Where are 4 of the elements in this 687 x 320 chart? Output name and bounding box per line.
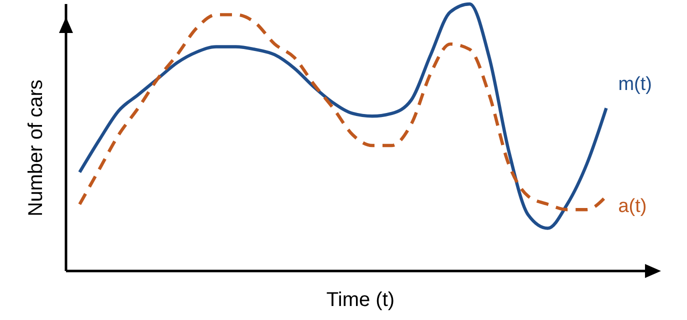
y-axis-title: Number of cars <box>25 80 47 216</box>
series-label: a(t) <box>618 196 647 218</box>
series-label: m(t) <box>618 74 652 96</box>
x-axis-title: Time (t) <box>326 289 395 311</box>
